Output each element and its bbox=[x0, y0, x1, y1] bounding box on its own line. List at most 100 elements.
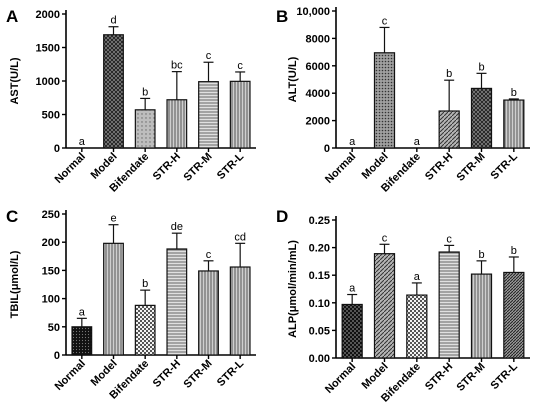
y-tick-label: 4000 bbox=[306, 88, 330, 100]
y-tick-label: 500 bbox=[42, 110, 60, 122]
x-tick-label: STR-M bbox=[182, 358, 215, 391]
significance-letter: a bbox=[79, 136, 86, 148]
panel-label: D bbox=[276, 207, 288, 226]
y-tick-label: 0.25 bbox=[309, 215, 330, 227]
x-tick-label: Normal bbox=[323, 361, 358, 396]
bar-str-m bbox=[470, 87, 493, 149]
x-tick-label: Normal bbox=[323, 151, 358, 186]
x-tick-label: STR-M bbox=[455, 361, 488, 394]
significance-letter: c bbox=[206, 50, 212, 62]
y-tick-label: 6000 bbox=[306, 61, 330, 73]
x-tick-label: Normal bbox=[53, 358, 88, 393]
significance-letter: b bbox=[511, 245, 517, 257]
y-axis-label: ALP(μmol/min/mL) bbox=[287, 240, 299, 338]
y-tick-label: 0 bbox=[324, 143, 330, 155]
y-tick-label: 0.10 bbox=[309, 298, 330, 310]
bar-model bbox=[373, 52, 396, 149]
significance-letter: b bbox=[142, 278, 148, 290]
x-tick-label: STR-L bbox=[489, 360, 521, 392]
y-tick-label: 50 bbox=[48, 322, 60, 334]
x-tick-label: STR-H bbox=[151, 151, 183, 183]
bar-str-l bbox=[503, 99, 525, 149]
bar-str-h bbox=[166, 99, 188, 149]
x-tick-label: STR-L bbox=[489, 150, 521, 182]
chart-panel-c: C TBIL(μmol/L) 0 50 100 150 200 250 a Normal e Mode… bbox=[6, 207, 256, 402]
bar-normal bbox=[341, 303, 363, 359]
x-tick-label: STR-L bbox=[215, 357, 247, 389]
significance-letter: de bbox=[171, 221, 183, 233]
panel-label: C bbox=[6, 207, 18, 226]
significance-letter: cd bbox=[234, 231, 246, 243]
y-tick-label: 0.05 bbox=[309, 325, 330, 337]
bar-str-h bbox=[166, 248, 188, 356]
significance-letter: b bbox=[446, 68, 452, 80]
bar-str-l bbox=[503, 271, 525, 359]
y-tick-label: 2000 bbox=[36, 9, 60, 21]
y-tick-label: 250 bbox=[42, 209, 60, 221]
bar-str-m bbox=[198, 270, 219, 356]
x-tick-label: STR-M bbox=[182, 151, 215, 184]
chart-panel-a: AAST(U/L)0500100015002000aNormaldModelbB… bbox=[6, 7, 256, 195]
significance-letter: a bbox=[79, 306, 86, 318]
bar-bifendate bbox=[134, 109, 156, 149]
y-tick-label: 100 bbox=[42, 294, 60, 306]
bar-str-m bbox=[470, 273, 493, 359]
x-tick-label: STR-L bbox=[215, 150, 247, 182]
significance-letter: b bbox=[511, 87, 517, 99]
panel-label: B bbox=[276, 7, 288, 26]
y-tick-label: 8000 bbox=[306, 33, 330, 45]
significance-letter: a bbox=[414, 136, 421, 148]
x-tick-label: Model bbox=[89, 151, 120, 182]
panel-label: A bbox=[6, 7, 18, 26]
x-tick-label: Normal bbox=[53, 151, 88, 186]
y-tick-label: 10,000 bbox=[296, 6, 330, 18]
x-tick-label: Model bbox=[360, 361, 391, 392]
significance-letter: c bbox=[382, 15, 388, 27]
x-tick-label: STR-H bbox=[151, 358, 183, 390]
bar-model bbox=[373, 253, 396, 359]
bar-str-h bbox=[438, 251, 460, 359]
bar-str-h bbox=[438, 110, 460, 149]
significance-letter: c bbox=[206, 249, 212, 261]
significance-letter: a bbox=[349, 283, 356, 295]
bar-bifendate bbox=[134, 304, 156, 356]
x-tick-label: Model bbox=[360, 151, 391, 182]
significance-letter: c bbox=[237, 60, 243, 72]
y-axis-label: ALT(U/L) bbox=[287, 56, 299, 102]
chart-panel-d: D ALP(μmol/min/mL) 0.00 0.05 0.10 0.15 0.20 0.2… bbox=[276, 207, 530, 405]
bar-normal bbox=[71, 326, 93, 356]
y-tick-label: 200 bbox=[42, 237, 60, 249]
x-tick-label: Model bbox=[89, 358, 120, 389]
y-tick-label: 0.00 bbox=[309, 353, 330, 365]
significance-letter: e bbox=[110, 213, 116, 225]
y-tick-label: 0 bbox=[54, 350, 60, 362]
significance-letter: b bbox=[478, 61, 484, 73]
y-tick-label: 2000 bbox=[306, 116, 330, 128]
bar-bifendate bbox=[406, 294, 428, 359]
significance-letter: a bbox=[349, 136, 356, 148]
y-tick-label: 150 bbox=[42, 265, 60, 277]
significance-letter: d bbox=[110, 15, 116, 27]
y-tick-label: 1500 bbox=[36, 43, 60, 55]
y-axis-label: TBIL(μmol/L) bbox=[9, 250, 21, 318]
y-tick-label: 0.20 bbox=[309, 243, 330, 255]
significance-letter: bc bbox=[171, 60, 183, 72]
bar-str-m bbox=[198, 81, 219, 149]
bar-model bbox=[103, 34, 124, 149]
y-tick-label: 0.15 bbox=[309, 270, 330, 282]
y-tick-label: 0 bbox=[54, 143, 60, 155]
bar-model bbox=[103, 242, 124, 356]
significance-letter: a bbox=[414, 271, 421, 283]
y-tick-label: 1000 bbox=[36, 76, 60, 88]
significance-letter: b bbox=[478, 249, 484, 261]
chart-panel-b: B ALT(U/L) 0 2000 4000 6000 8000 10,000 a Normal c… bbox=[276, 6, 530, 195]
bar-str-l bbox=[229, 266, 251, 356]
x-tick-label: STR-H bbox=[423, 151, 455, 183]
x-tick-label: STR-H bbox=[423, 361, 455, 393]
bar-str-l bbox=[229, 80, 251, 149]
x-tick-label: STR-M bbox=[455, 151, 488, 184]
y-axis-label: AST(U/L) bbox=[9, 57, 21, 104]
significance-letter: c bbox=[446, 233, 452, 245]
significance-letter: b bbox=[142, 86, 148, 98]
